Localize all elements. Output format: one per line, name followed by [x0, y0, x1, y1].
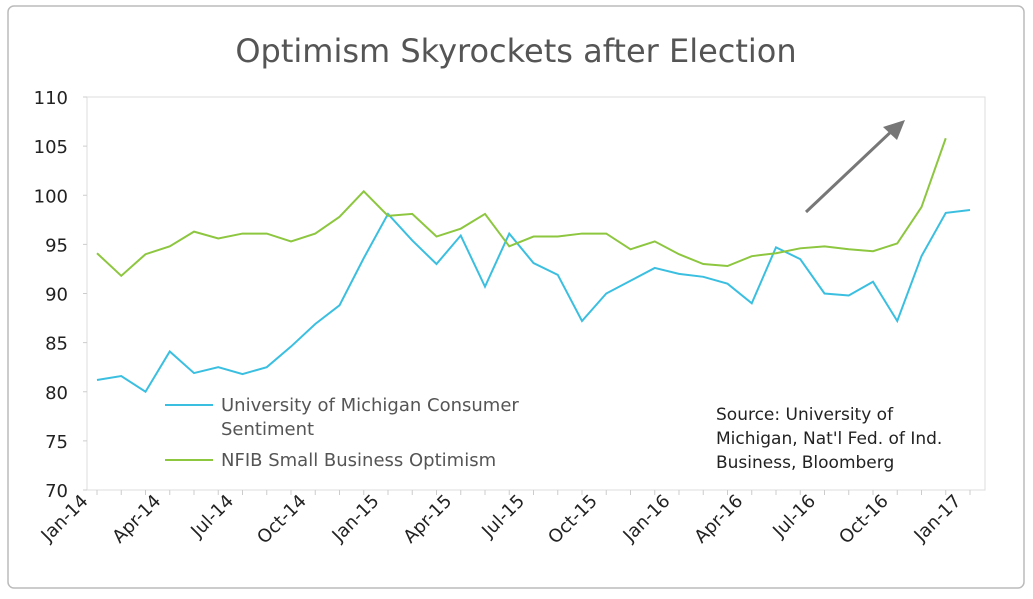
arrow-head [883, 120, 905, 140]
arrow [804, 126, 897, 214]
legend-label-line: Sentiment [221, 419, 314, 440]
y-tick-label: 110 [34, 88, 68, 109]
y-tick-label: 70 [45, 481, 68, 502]
chart-title: Optimism Skyrockets after Election [235, 32, 796, 70]
legend-label: University of Michigan Consumer Sentiment [221, 395, 519, 440]
y-tick-label: 80 [45, 383, 68, 404]
series-line [96, 208, 971, 394]
annotation-line: Source: University of [716, 405, 894, 425]
legend-label: NFIB Small Business Optimism [221, 450, 496, 471]
y-tick-label: 75 [45, 432, 68, 453]
annotation-line: Business, Bloomberg [716, 453, 894, 473]
frame [7, 5, 1025, 589]
annotation: Source: University of Michigan, Nat'l Fed… [716, 405, 942, 473]
series-line [96, 137, 947, 278]
y-tick-label: 85 [45, 334, 68, 355]
y-tick-label: 90 [45, 285, 68, 306]
y-tick-label: 95 [45, 235, 68, 256]
y-tick-label: 100 [34, 186, 68, 207]
legend-label-line: University of Michigan Consumer [221, 395, 519, 416]
annotation-line: Michigan, Nat'l Fed. of Ind. [716, 429, 942, 449]
y-tick-label: 105 [34, 137, 68, 158]
